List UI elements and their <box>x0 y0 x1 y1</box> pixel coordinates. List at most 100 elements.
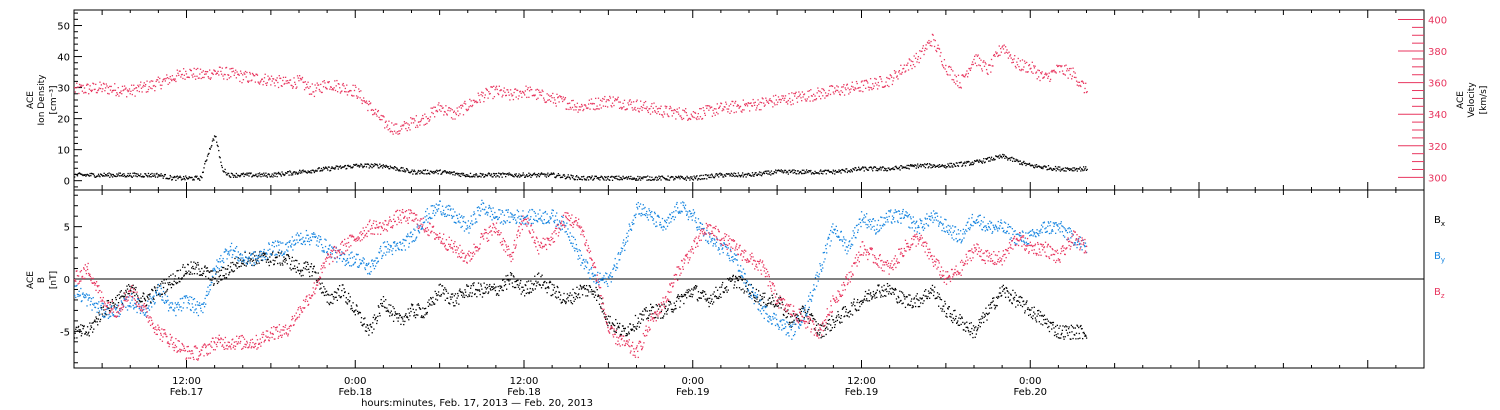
bx-point <box>819 324 822 326</box>
density-point <box>291 172 293 175</box>
density-point <box>524 176 526 178</box>
density-point <box>1008 157 1010 160</box>
density-point <box>693 175 695 177</box>
velocity-point <box>843 94 846 96</box>
bx-point <box>287 254 289 256</box>
bx-point <box>817 323 819 325</box>
velocity-point <box>837 86 839 88</box>
density-point <box>834 169 837 172</box>
bx-point <box>1021 305 1024 308</box>
bx-point <box>311 271 314 273</box>
field-tick-label: 0 <box>64 275 70 286</box>
density-point <box>144 173 146 175</box>
density-point <box>854 166 856 169</box>
bx-point <box>1046 318 1048 320</box>
velocity-point <box>734 102 736 104</box>
density-point <box>378 167 380 169</box>
density-point <box>454 174 456 176</box>
velocity-point <box>466 109 468 112</box>
velocity-point <box>913 55 915 57</box>
velocity-point <box>907 69 910 71</box>
bx-point <box>977 324 980 327</box>
bx-point <box>839 322 841 324</box>
velocity-point <box>985 68 988 71</box>
density-point <box>713 176 716 179</box>
velocity-point <box>500 89 503 91</box>
bx-point <box>414 316 417 319</box>
bx-point <box>939 298 941 300</box>
bx-point <box>320 292 323 294</box>
bx-point <box>684 294 687 296</box>
bx-point <box>764 292 766 294</box>
density-point <box>1038 165 1040 167</box>
density-point <box>128 175 130 178</box>
velocity-point <box>426 122 428 125</box>
density-point <box>722 176 724 178</box>
bx-point <box>856 301 858 304</box>
velocity-point <box>503 87 505 89</box>
density-point <box>262 175 264 177</box>
bx-point <box>349 300 351 302</box>
bx-point <box>536 273 539 275</box>
velocity-point <box>699 116 702 118</box>
velocity-point <box>796 101 799 103</box>
bx-point <box>368 329 371 331</box>
velocity-point <box>75 87 77 89</box>
bx-point <box>363 318 365 320</box>
velocity-point <box>156 79 159 81</box>
density-point <box>109 173 112 175</box>
bx-point <box>632 329 634 331</box>
velocity-point <box>279 77 281 79</box>
density-point <box>202 171 204 173</box>
density-point <box>745 176 747 178</box>
bx-point <box>590 289 593 291</box>
density-point <box>246 174 249 176</box>
bx-point <box>867 293 869 295</box>
bx-point <box>726 291 728 293</box>
bx-point <box>826 326 828 328</box>
velocity-label-line-2: Velocity <box>1467 82 1477 118</box>
velocity-point <box>730 103 732 105</box>
velocity-point <box>977 54 979 56</box>
density-point <box>155 173 157 175</box>
velocity-point <box>386 124 389 126</box>
bx-point <box>819 332 821 334</box>
bx-point <box>436 299 439 301</box>
velocity-point <box>872 87 875 90</box>
density-point <box>356 165 358 167</box>
by-point <box>196 312 198 314</box>
density-point <box>580 178 582 181</box>
bx-point <box>747 284 750 286</box>
density-point <box>984 161 986 163</box>
density-point <box>653 179 655 181</box>
density-point <box>170 176 172 178</box>
density-point <box>216 141 218 143</box>
by-point <box>102 303 104 305</box>
by-point <box>83 296 85 298</box>
density-point <box>893 168 896 171</box>
density-point <box>502 173 505 175</box>
density-point <box>857 169 859 171</box>
velocity-point <box>1020 69 1022 72</box>
bx-point <box>971 327 973 330</box>
density-point <box>721 174 723 176</box>
density-point <box>358 166 361 168</box>
velocity-point <box>395 132 397 134</box>
density-label-line-2: Ion Density <box>37 74 47 126</box>
bx-point <box>459 288 461 290</box>
bx-point <box>222 274 224 277</box>
velocity-point <box>1022 69 1024 71</box>
bx-point <box>310 263 313 265</box>
density-point <box>811 172 813 174</box>
velocity-point <box>140 81 142 83</box>
density-point <box>178 176 180 178</box>
bx-point <box>461 294 463 296</box>
velocity-point <box>589 108 591 110</box>
velocity-point <box>176 69 178 71</box>
bx-point <box>225 277 228 279</box>
velocity-point <box>545 101 547 104</box>
bx-point <box>649 313 651 315</box>
density-point <box>529 173 531 175</box>
velocity-point <box>661 114 663 116</box>
